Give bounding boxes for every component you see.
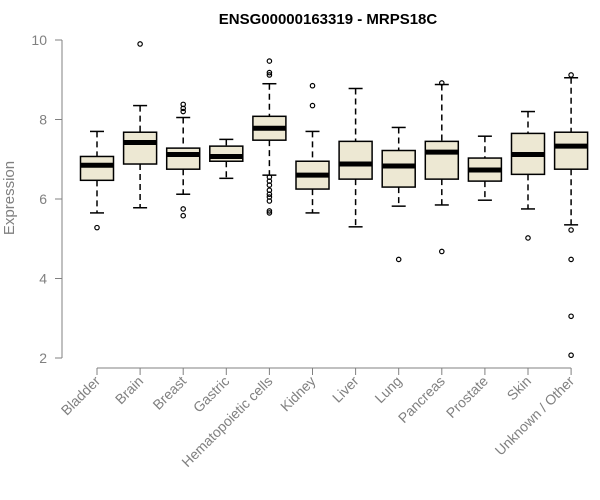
outlier-point (266, 69, 273, 76)
box-brain (122, 41, 158, 209)
y-tick-label: 4 (39, 271, 47, 287)
x-tick-label: Kidney (277, 373, 319, 415)
x-tick-label: Prostate (443, 373, 491, 421)
x-tick-label: Bladder (58, 373, 104, 419)
outlier-point (180, 105, 187, 112)
outlier-point (438, 80, 445, 86)
y-tick-label: 2 (39, 350, 47, 366)
y-tick-label: 8 (39, 112, 47, 128)
iqr-box (338, 140, 373, 180)
box-kidney (295, 82, 330, 214)
outlier-point (309, 102, 316, 109)
box-liver (338, 87, 373, 228)
iqr-box (165, 147, 201, 170)
box-skin (510, 110, 546, 241)
iqr-box (553, 131, 589, 170)
x-tick-label: Unknown / Other (492, 373, 578, 459)
outlier-point (568, 227, 574, 233)
x-tick-label: Gastric (190, 373, 233, 416)
outlier-point (180, 212, 187, 219)
x-tick-label: Liver (329, 373, 362, 406)
outlier-point (266, 191, 273, 198)
outlier-point (525, 235, 531, 241)
outlier-point (266, 182, 273, 188)
outlier-point (266, 198, 273, 204)
x-tick-label: Skin (504, 373, 535, 404)
outlier-point (568, 256, 574, 263)
box-unknown-other (553, 72, 589, 359)
outlier-point (266, 72, 273, 78)
box-pancreas (424, 80, 460, 255)
iqr-box (209, 145, 244, 162)
iqr-box (122, 131, 158, 165)
outlier-point (180, 108, 187, 115)
iqr-box (424, 140, 460, 180)
x-tick-label: Pancreas (395, 373, 448, 426)
iqr-box (79, 155, 115, 182)
y-axis: 2 4 6 8 10 (31, 32, 63, 366)
x-tick-label: Brain (112, 373, 146, 407)
outlier-point (568, 352, 574, 359)
outlier-point (180, 206, 187, 212)
y-tick-label: 10 (31, 32, 47, 48)
box-prostate (467, 135, 503, 201)
outlier-point (266, 208, 273, 214)
outlier-point (395, 256, 402, 263)
box-gastric (209, 138, 244, 180)
outlier-point (266, 210, 273, 216)
box-breast (165, 101, 201, 219)
x-tick-label: Lung (371, 373, 404, 406)
outlier-point (137, 41, 143, 47)
outlier-point (568, 72, 574, 78)
outlier-point (266, 58, 273, 64)
outlier-point (438, 248, 445, 255)
outlier-point (309, 82, 316, 89)
box-lung (381, 126, 416, 263)
box-hematopoietic-cells (252, 58, 287, 216)
y-tick-label: 6 (39, 191, 47, 207)
y-axis-label: Expression (1, 161, 18, 235)
outlier-point (94, 224, 100, 231)
iqr-box (381, 149, 416, 188)
chart-title: ENSG00000163319 - MRPS18C (219, 11, 438, 28)
x-tick-label: Breast (149, 373, 189, 413)
box-group (79, 41, 589, 359)
outlier-point (568, 313, 574, 320)
box-bladder (79, 130, 115, 231)
